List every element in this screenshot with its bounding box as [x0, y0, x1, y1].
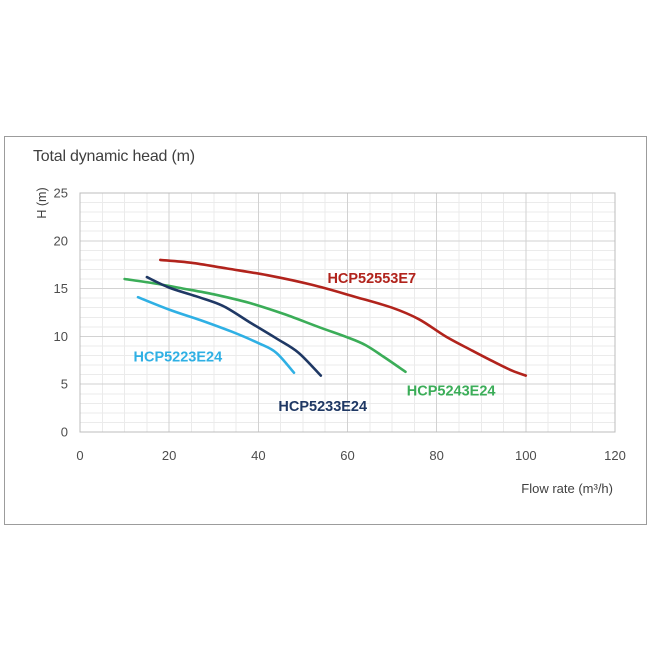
curve-HCP5223E24 — [136, 295, 296, 374]
curve-label-HCP5233E24: HCP5233E24 — [278, 399, 367, 415]
plot-border — [79, 192, 616, 433]
x-tick-label: 80 — [429, 448, 443, 463]
x-tick-label: 120 — [604, 448, 626, 463]
curve-HCP5243E24 — [123, 277, 407, 374]
curve-label-HCP52553E7: HCP52553E7 — [327, 271, 416, 287]
y-tick-label: 5 — [61, 377, 68, 392]
x-tick-label: 40 — [251, 448, 265, 463]
curve-HCP5233E24 — [145, 275, 323, 377]
curve-label-HCP5223E24: HCP5223E24 — [134, 349, 223, 365]
y-tick-label: 0 — [61, 425, 68, 440]
y-tick-label: 15 — [54, 281, 68, 296]
curve-HCP52553E7 — [159, 258, 528, 377]
y-tick-label: 20 — [54, 233, 68, 248]
x-tick-label: 20 — [162, 448, 176, 463]
y-tick-label: 25 — [54, 186, 68, 201]
x-tick-label: 60 — [340, 448, 354, 463]
x-axis-title: Flow rate (m³/h) — [521, 481, 613, 496]
x-tick-label: 100 — [515, 448, 537, 463]
curve-label-HCP5243E24: HCP5243E24 — [407, 384, 496, 400]
chart-title: Total dynamic head (m) — [33, 148, 195, 165]
x-tick-label: 0 — [76, 448, 83, 463]
y-axis-title: H (m) — [35, 187, 49, 219]
y-tick-label: 10 — [54, 329, 68, 344]
